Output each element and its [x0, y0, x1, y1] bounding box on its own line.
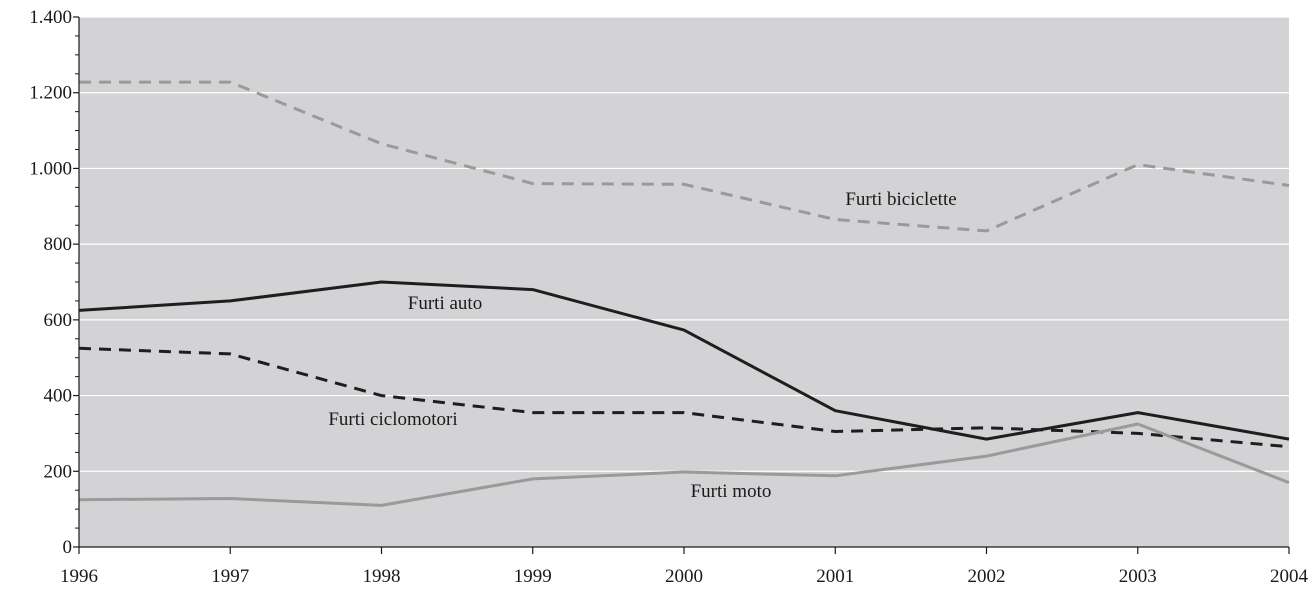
series-label-furti-moto: Furti moto	[691, 481, 772, 502]
x-tick-label: 2002	[968, 566, 1006, 587]
y-tick-label: 1.200	[29, 83, 72, 104]
x-tick-label: 1999	[514, 566, 552, 587]
series-labels: Furti biciclette Furti auto Furti ciclom…	[328, 189, 956, 502]
x-tick-label: 2001	[816, 566, 854, 587]
series-label-furti-biciclette: Furti biciclette	[845, 189, 956, 210]
plot-background	[79, 17, 1289, 547]
series-lines	[78, 80, 1290, 507]
y-tick-label: 800	[44, 234, 73, 255]
x-tick-label: 2004	[1270, 566, 1309, 587]
y-tick-label: 400	[44, 386, 73, 407]
y-tick-label: 200	[44, 461, 73, 482]
x-tick-label: 1998	[363, 566, 401, 587]
x-tick-label: 1997	[211, 566, 249, 587]
axis-ticks: 0 200 400 600 800 1.000 1.200 1.400 1996 1997 1998…	[29, 7, 1308, 587]
y-tick-label: 1.000	[29, 158, 72, 179]
series-line-furti-biciclette	[79, 80, 1290, 233]
y-tick-label: 600	[44, 310, 73, 331]
series-line-furti-ciclomotori	[78, 346, 1290, 449]
x-tick-label: 1996	[60, 566, 98, 587]
series-line-furti-auto	[78, 280, 1290, 441]
y-tick-label: 0	[63, 537, 73, 558]
series-label-furti-ciclomotori: Furti ciclomotori	[328, 409, 457, 430]
x-tick-label: 2003	[1119, 566, 1157, 587]
y-tick-label: 1.400	[29, 7, 72, 28]
series-line-furti-moto	[78, 422, 1290, 507]
gridlines	[79, 16, 1289, 472]
x-tick-label: 2000	[665, 566, 703, 587]
series-label-furti-auto: Furti auto	[408, 293, 482, 314]
